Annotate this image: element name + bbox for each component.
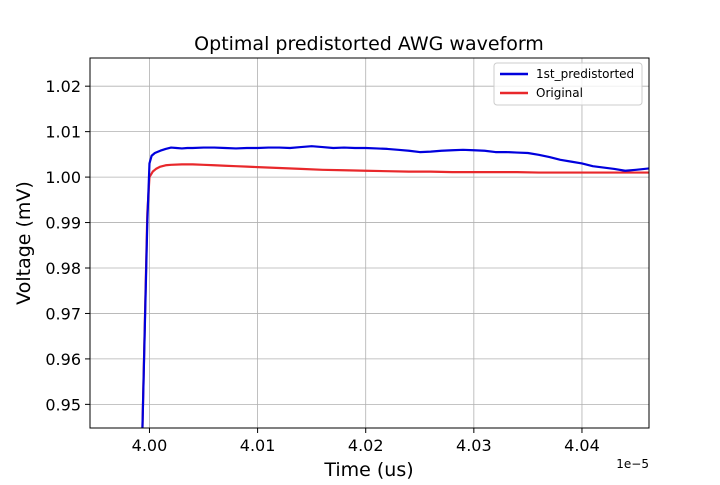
x-tick-label: 4.00 <box>132 436 168 455</box>
y-tick-label: 0.95 <box>45 395 81 414</box>
y-tick-label: 0.98 <box>45 259 81 278</box>
y-tick-label: 1.02 <box>45 77 81 96</box>
x-axis-ticks: 4.00 4.01 4.02 4.03 4.04 <box>132 428 600 455</box>
legend-box <box>493 62 643 106</box>
x-tick-label: 4.02 <box>348 436 384 455</box>
plot-frame <box>89 57 650 429</box>
x-tick-label: 4.03 <box>456 436 492 455</box>
y-tick-label: 0.99 <box>45 214 81 233</box>
legend-label-1st-predistorted: 1st_predistorted <box>536 67 634 81</box>
plot-lines <box>141 145 650 429</box>
chart-title: Optimal predistorted AWG waveform <box>194 33 544 55</box>
grid-lines <box>90 58 649 428</box>
y-tick-label: 1.01 <box>45 123 81 142</box>
y-tick-label: 1.00 <box>45 168 81 187</box>
legend: 1st_predistorted Original <box>493 62 643 106</box>
y-tick-label: 0.97 <box>45 304 81 323</box>
y-axis-ticks: 0.95 0.96 0.97 0.98 0.99 1.00 1.01 1.02 <box>45 77 90 414</box>
y-axis-label: Voltage (mV) <box>13 181 35 305</box>
y-tick-label: 0.96 <box>45 350 81 369</box>
x-tick-label: 4.01 <box>240 436 276 455</box>
legend-label-original: Original <box>536 86 583 100</box>
series-line-1st-predistorted <box>141 145 650 429</box>
x-axis-label: Time (us) <box>323 459 413 481</box>
x-tick-label: 4.04 <box>564 436 600 455</box>
x-axis-offset-label: 1e−5 <box>616 457 649 471</box>
series-line-original <box>141 163 649 429</box>
